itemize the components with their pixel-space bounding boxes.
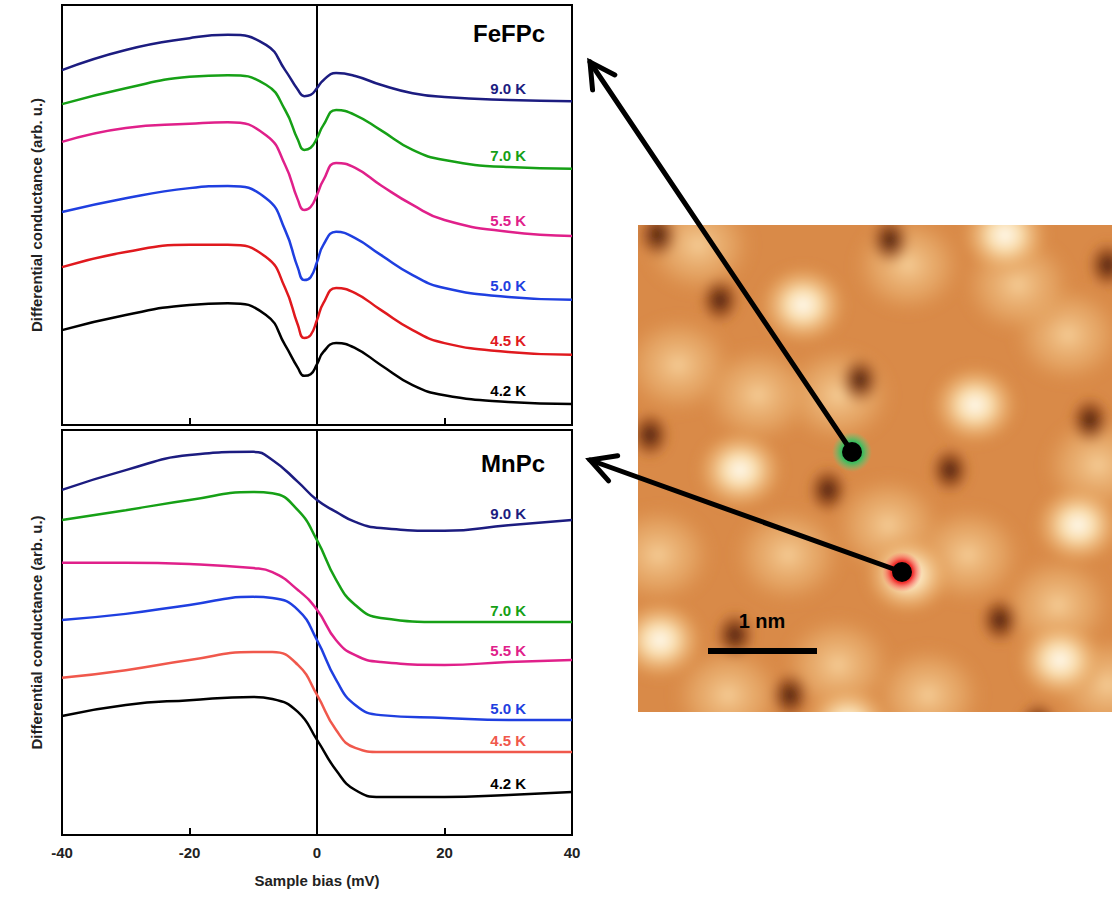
svg-text:Differential conductance (arb.: Differential conductance (arb. u.): [28, 98, 45, 332]
svg-text:-20: -20: [179, 844, 201, 861]
svg-text:0: 0: [313, 844, 321, 861]
svg-text:9.0 K: 9.0 K: [490, 80, 526, 97]
svg-text:1 nm: 1 nm: [739, 610, 786, 632]
svg-text:40: 40: [564, 844, 581, 861]
svg-text:4.5 K: 4.5 K: [490, 332, 526, 349]
svg-text:7.0 K: 7.0 K: [490, 147, 526, 164]
svg-text:5.5 K: 5.5 K: [490, 212, 526, 229]
svg-text:7.0 K: 7.0 K: [490, 602, 526, 619]
svg-text:20: 20: [436, 844, 453, 861]
svg-text:4.2 K: 4.2 K: [490, 382, 526, 399]
svg-text:5.5 K: 5.5 K: [490, 642, 526, 659]
svg-text:5.0 K: 5.0 K: [490, 700, 526, 717]
svg-text:MnPc: MnPc: [481, 450, 545, 477]
svg-text:5.0 K: 5.0 K: [490, 277, 526, 294]
svg-text:4.5 K: 4.5 K: [490, 732, 526, 749]
svg-text:9.0 K: 9.0 K: [490, 505, 526, 522]
svg-text:-40: -40: [51, 844, 73, 861]
svg-text:4.2 K: 4.2 K: [490, 775, 526, 792]
svg-text:FeFPc: FeFPc: [473, 20, 545, 47]
svg-text:Sample bias (mV): Sample bias (mV): [254, 872, 379, 889]
svg-text:Differential conductance (arb.: Differential conductance (arb. u.): [28, 515, 45, 749]
